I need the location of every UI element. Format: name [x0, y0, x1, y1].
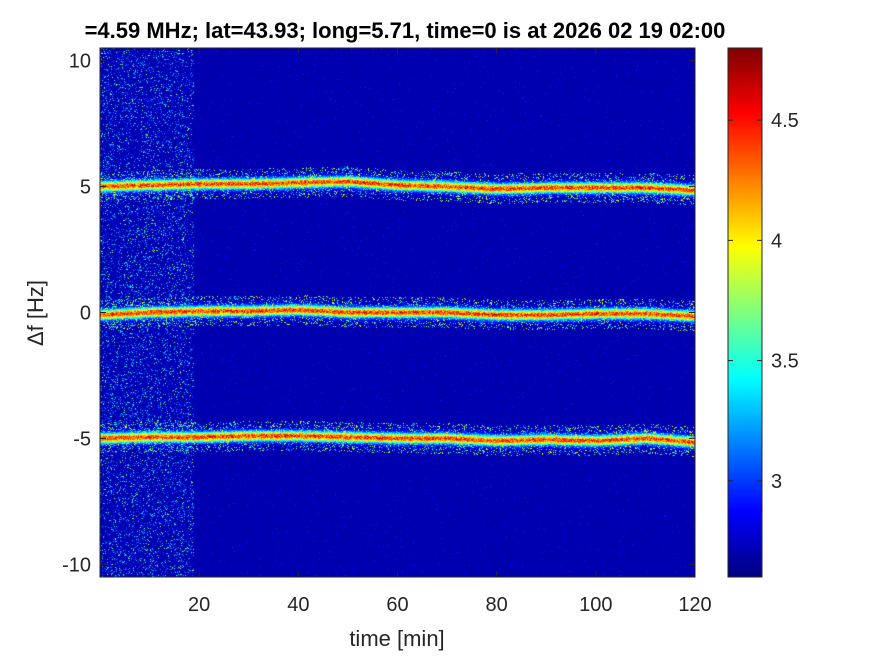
- y-tick-label: -5: [73, 428, 91, 450]
- x-tick-label: 40: [287, 594, 309, 616]
- colorbar-tick-label: 4: [771, 230, 782, 252]
- y-tick-label: 0: [80, 303, 91, 325]
- y-tick-label: 5: [80, 177, 91, 199]
- chart-title: =4.59 MHz; lat=43.93; long=5.71, time=0 …: [85, 18, 726, 43]
- x-axis: 20 40 60 80 100 120: [188, 48, 712, 616]
- y-axis-label: Δf [Hz]: [23, 280, 48, 346]
- plot-area: [99, 47, 696, 578]
- y-axis: -10 -5 0 5 10: [62, 51, 695, 576]
- spectrogram-heatmap: [100, 48, 695, 577]
- colorbar: 3 3.5 4 4.5: [727, 47, 799, 578]
- colorbar-tick-label: 3.5: [771, 351, 799, 373]
- colorbar-frame: [727, 47, 763, 578]
- colorbar-tick-label: 4.5: [771, 110, 799, 132]
- x-axis-label: time [min]: [349, 626, 444, 651]
- x-tick-label: 100: [579, 594, 612, 616]
- x-tick-label: 80: [486, 594, 508, 616]
- y-tick-label: -10: [62, 554, 91, 576]
- x-tick-label: 20: [188, 594, 210, 616]
- colorbar-tick-label: 3: [771, 471, 782, 493]
- colorbar-ticks: 3 3.5 4 4.5: [728, 110, 799, 493]
- x-tick-label: 120: [678, 594, 711, 616]
- colorbar-gradient: [728, 48, 762, 577]
- y-tick-label: 10: [69, 51, 91, 73]
- x-tick-label: 60: [386, 594, 408, 616]
